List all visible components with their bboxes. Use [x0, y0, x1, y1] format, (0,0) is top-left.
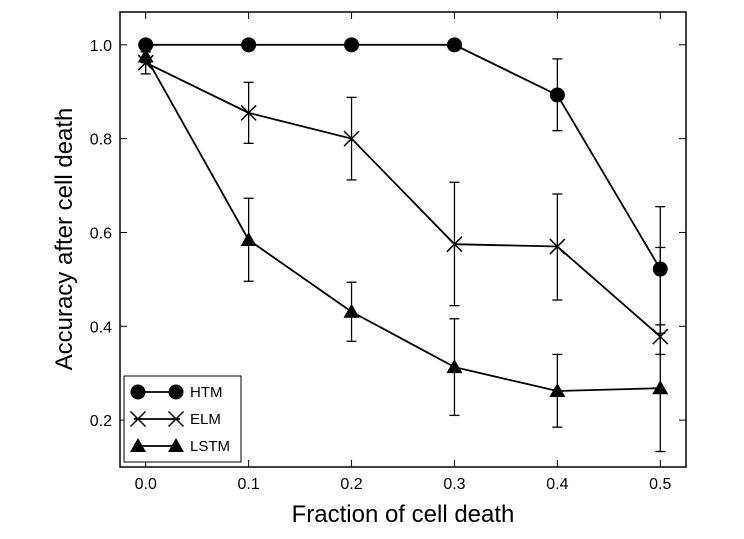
axis-ticks: 0.0 0.1 0.2 0.3 0.4 0.5 0.2 0.4 0.6 0.8 1.0: [90, 12, 686, 493]
x-marker: [240, 104, 257, 121]
plot-area: [137, 37, 669, 453]
y-tick-label: 0.2: [90, 413, 112, 430]
legend: HTM ELM LSTM: [123, 375, 242, 463]
x-tick-label: 0.2: [340, 476, 362, 493]
circle-marker: [344, 37, 360, 53]
y-tick-label: 0.4: [90, 319, 112, 336]
x-tick-label: 0.1: [238, 476, 260, 493]
circle-marker: [241, 37, 257, 53]
x-tick-label: 0.0: [135, 476, 157, 493]
circle-marker: [446, 37, 462, 53]
legend-triangle-marker: [168, 438, 184, 452]
legend-label: ELM: [190, 411, 221, 428]
x-tick-label: 0.5: [649, 476, 671, 493]
x-marker: [446, 236, 463, 253]
y-tick-label: 0.8: [90, 132, 112, 149]
circle-marker: [138, 37, 154, 53]
triangle-marker: [240, 231, 257, 246]
series-line: [145, 61, 661, 338]
legend-circle-marker: [168, 384, 184, 400]
x-tick-label: 0.3: [443, 476, 465, 493]
y-tick-label: 0.6: [90, 225, 112, 242]
triangle-marker: [549, 383, 566, 398]
series-line: [145, 43, 662, 270]
triangle-marker: [137, 48, 154, 63]
y-tick-label: 1.0: [90, 38, 112, 55]
triangle-marker: [652, 380, 669, 395]
legend-x-marker: [167, 410, 185, 428]
legend-x-marker: [129, 410, 147, 428]
series-elm: [137, 51, 669, 356]
x-tick-label: 0.4: [546, 476, 568, 493]
triangle-marker: [343, 303, 360, 318]
x-marker: [343, 130, 360, 147]
legend-triangle-marker: [130, 438, 146, 452]
series-lstm: [137, 48, 669, 453]
x-marker: [549, 238, 566, 255]
series-htm: [138, 37, 668, 334]
circle-marker: [549, 87, 565, 103]
legend-label: LSTM: [190, 438, 230, 455]
legend-label: HTM: [190, 384, 223, 401]
legend-circle-marker: [130, 384, 146, 400]
triangle-marker: [446, 359, 463, 374]
y-axis-title: Accuracy after cell death: [51, 108, 78, 371]
plot-frame: [119, 11, 687, 468]
x-axis-title: Fraction of cell death: [292, 501, 515, 528]
series-line: [144, 56, 661, 392]
